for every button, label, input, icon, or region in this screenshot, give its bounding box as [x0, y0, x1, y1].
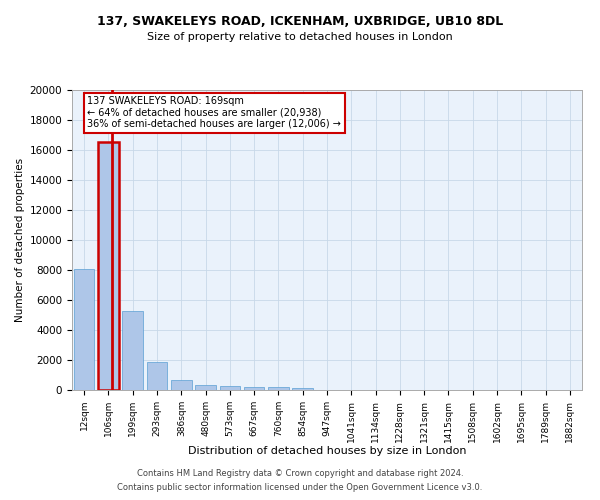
Bar	[98, 142, 119, 390]
Bar	[292, 388, 313, 390]
Bar	[220, 386, 240, 390]
Bar	[122, 310, 143, 390]
Bar	[171, 380, 191, 390]
X-axis label: Distribution of detached houses by size in London: Distribution of detached houses by size …	[188, 446, 466, 456]
Bar	[146, 362, 167, 390]
Text: Contains public sector information licensed under the Open Government Licence v3: Contains public sector information licen…	[118, 484, 482, 492]
Bar	[74, 268, 94, 390]
Text: 137, SWAKELEYS ROAD, ICKENHAM, UXBRIDGE, UB10 8DL: 137, SWAKELEYS ROAD, ICKENHAM, UXBRIDGE,…	[97, 15, 503, 28]
Bar	[244, 387, 265, 390]
Text: 137 SWAKELEYS ROAD: 169sqm
← 64% of detached houses are smaller (20,938)
36% of : 137 SWAKELEYS ROAD: 169sqm ← 64% of deta…	[88, 96, 341, 129]
Bar	[268, 388, 289, 390]
Text: Size of property relative to detached houses in London: Size of property relative to detached ho…	[147, 32, 453, 42]
Bar	[195, 384, 216, 390]
Y-axis label: Number of detached properties: Number of detached properties	[16, 158, 25, 322]
Text: Contains HM Land Registry data © Crown copyright and database right 2024.: Contains HM Land Registry data © Crown c…	[137, 468, 463, 477]
